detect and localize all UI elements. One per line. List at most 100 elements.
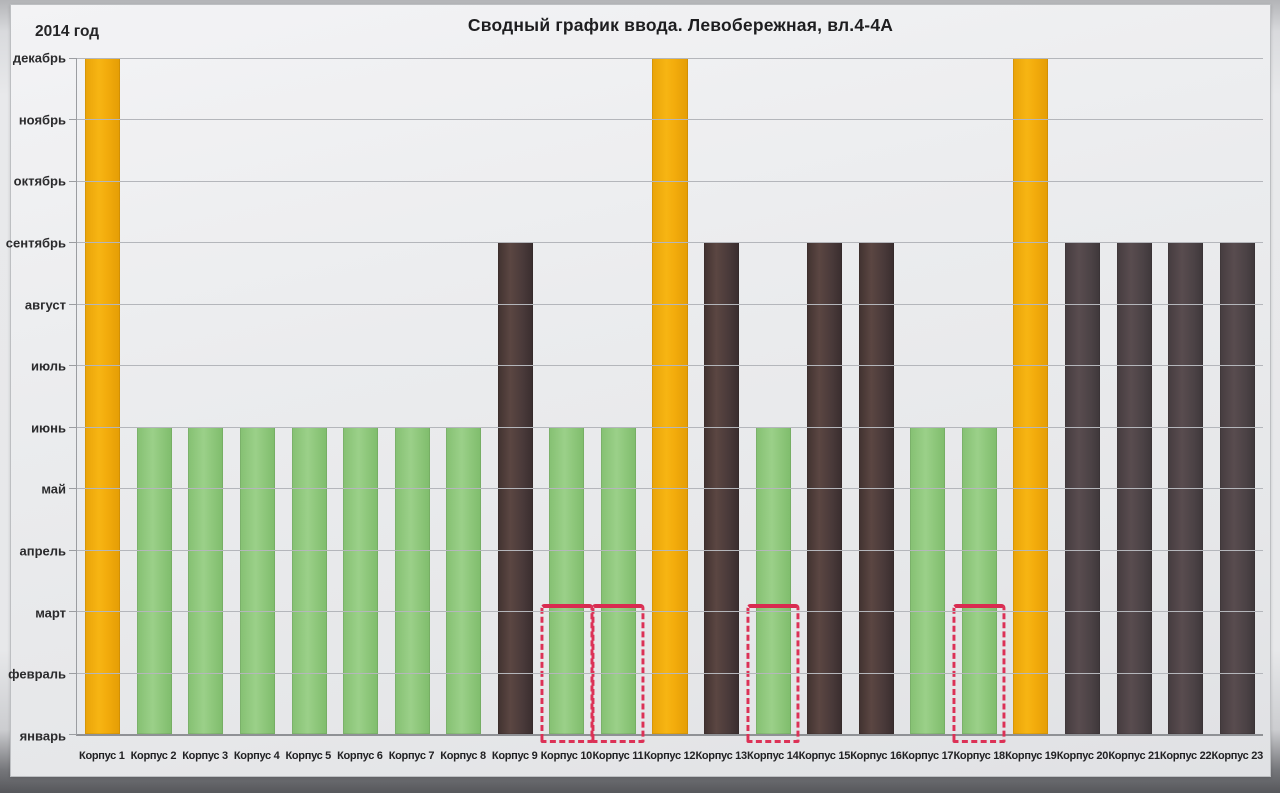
y-label-июль: июль [30,358,66,374]
y-tick-август [69,303,77,305]
x-label-korpus-23: Корпус 23 [1211,750,1264,762]
bar-column-2 [129,58,181,734]
y-label-декабрь: декабрь [12,50,66,66]
bar-korpus-5 [291,426,327,734]
bar-column-3 [180,58,232,734]
x-label-korpus-20: Корпус 20 [1056,750,1109,762]
bar-column-12 [644,58,696,734]
bar-korpus-3 [188,426,224,734]
x-label-korpus-21: Корпус 21 [1108,750,1160,762]
y-label-март: март [35,605,66,621]
gridline-июль [77,365,1263,367]
bar-korpus-6 [343,426,379,734]
bar-column-13 [696,58,748,734]
gridline-октябрь [77,180,1263,182]
plot-area [69,58,1263,743]
x-label-korpus-5: Корпус 5 [285,750,332,762]
bar-korpus-7 [394,426,430,734]
y-tick-октябрь [69,180,77,182]
x-label-korpus-4: Корпус 4 [233,750,280,762]
red-annotation-korpus-18 [952,604,1006,743]
x-label-korpus-14: Корпус 14 [747,750,799,762]
chart-title: Сводный график ввода. Левобережная, вл.4… [467,15,894,35]
x-label-korpus-11: Корпус 11 [592,750,644,762]
bar-korpus-1 [85,58,121,734]
bar-korpus-17 [910,426,946,734]
bar-column-15 [799,58,851,734]
bars-container [77,58,1263,743]
bar-column-10 [540,58,594,743]
x-label-korpus-2: Корпус 2 [130,750,177,762]
y-tick-ноябрь [69,119,77,121]
bar-column-4 [232,58,284,734]
gridline-ноябрь [77,119,1263,121]
bar-column-23 [1211,58,1263,734]
x-label-korpus-17: Корпус 17 [901,750,954,762]
y-tick-май [69,488,77,490]
y-label-сентябрь: сентябрь [5,235,66,251]
x-axis-labels: Корпус 1 Корпус 2 Корпус 3 Корпус 4 Корпус 5… [76,741,1263,771]
bar-column-21 [1108,58,1160,734]
x-label-korpus-13: Корпус 13 [695,750,747,762]
bar-column-6 [335,58,387,734]
y-label-май: май [41,481,66,497]
x-label-korpus-9: Корпус 9 [491,750,538,762]
bar-column-20 [1057,58,1109,734]
bar-column-16 [850,58,902,734]
gridline-май [77,488,1263,490]
bar-column-19 [1005,58,1057,734]
bar-column-22 [1160,58,1212,734]
bar-korpus-2 [136,426,172,734]
y-tick-декабрь [69,58,77,59]
y-tick-апрель [69,549,77,551]
bar-column-17 [902,58,954,734]
x-label-korpus-19: Корпус 19 [1005,750,1057,762]
bar-korpus-12 [652,58,688,734]
x-label-korpus-22: Корпус 22 [1159,750,1212,762]
y-tick-сентябрь [69,242,77,244]
x-label-korpus-18: Корпус 18 [953,750,1005,762]
year-axis-title: 2014 год [35,23,100,40]
red-annotation-korpus-10 [540,604,594,743]
y-label-август: август [24,297,66,313]
y-label-январь: январь [19,728,66,744]
y-label-ноябрь: ноябрь [18,112,66,128]
bar-korpus-4 [239,426,275,734]
x-label-korpus-1: Корпус 1 [79,750,125,762]
y-label-июнь: июнь [31,420,66,436]
gridline-сентябрь [77,242,1263,244]
bar-column-9 [490,58,542,734]
y-tick-февраль [69,672,77,674]
gridline-июнь [77,426,1263,428]
x-label-korpus-6: Корпус 6 [337,750,383,762]
bar-column-7 [386,58,438,734]
x-label-korpus-10: Корпус 10 [540,750,593,762]
bar-korpus-10 [549,426,585,734]
gridline-август [77,303,1263,305]
y-tick-январь [69,734,77,735]
bar-korpus-19 [1013,58,1049,734]
y-tick-июнь [69,426,77,428]
gridline-декабрь [77,58,1263,59]
bar-column-14 [746,58,800,743]
y-label-апрель: апрель [19,543,66,559]
bar-column-18 [952,58,1006,743]
red-annotation-korpus-14 [746,604,800,743]
bar-column-1 [77,58,129,734]
x-label-korpus-12: Корпус 12 [643,750,696,762]
x-label-korpus-15: Корпус 15 [798,750,851,762]
y-axis: январь февраль март апрель май июнь июль август… [6,51,75,744]
y-tick-март [69,611,77,613]
y-tick-июль [69,365,77,367]
y-label-октябрь: октябрь [13,173,66,189]
x-label-korpus-8: Корпус 8 [440,750,486,762]
bar-column-8 [438,58,490,734]
x-label-korpus-16: Корпус 16 [850,750,902,762]
chart-sheet: Сводный график ввода. Левобережная, вл.4… [6,4,1271,777]
x-label-korpus-7: Корпус 7 [388,750,435,762]
gridline-март [77,611,1263,613]
bar-korpus-14 [755,426,791,734]
bar-korpus-8 [446,426,482,734]
gridline-апрель [77,549,1263,551]
